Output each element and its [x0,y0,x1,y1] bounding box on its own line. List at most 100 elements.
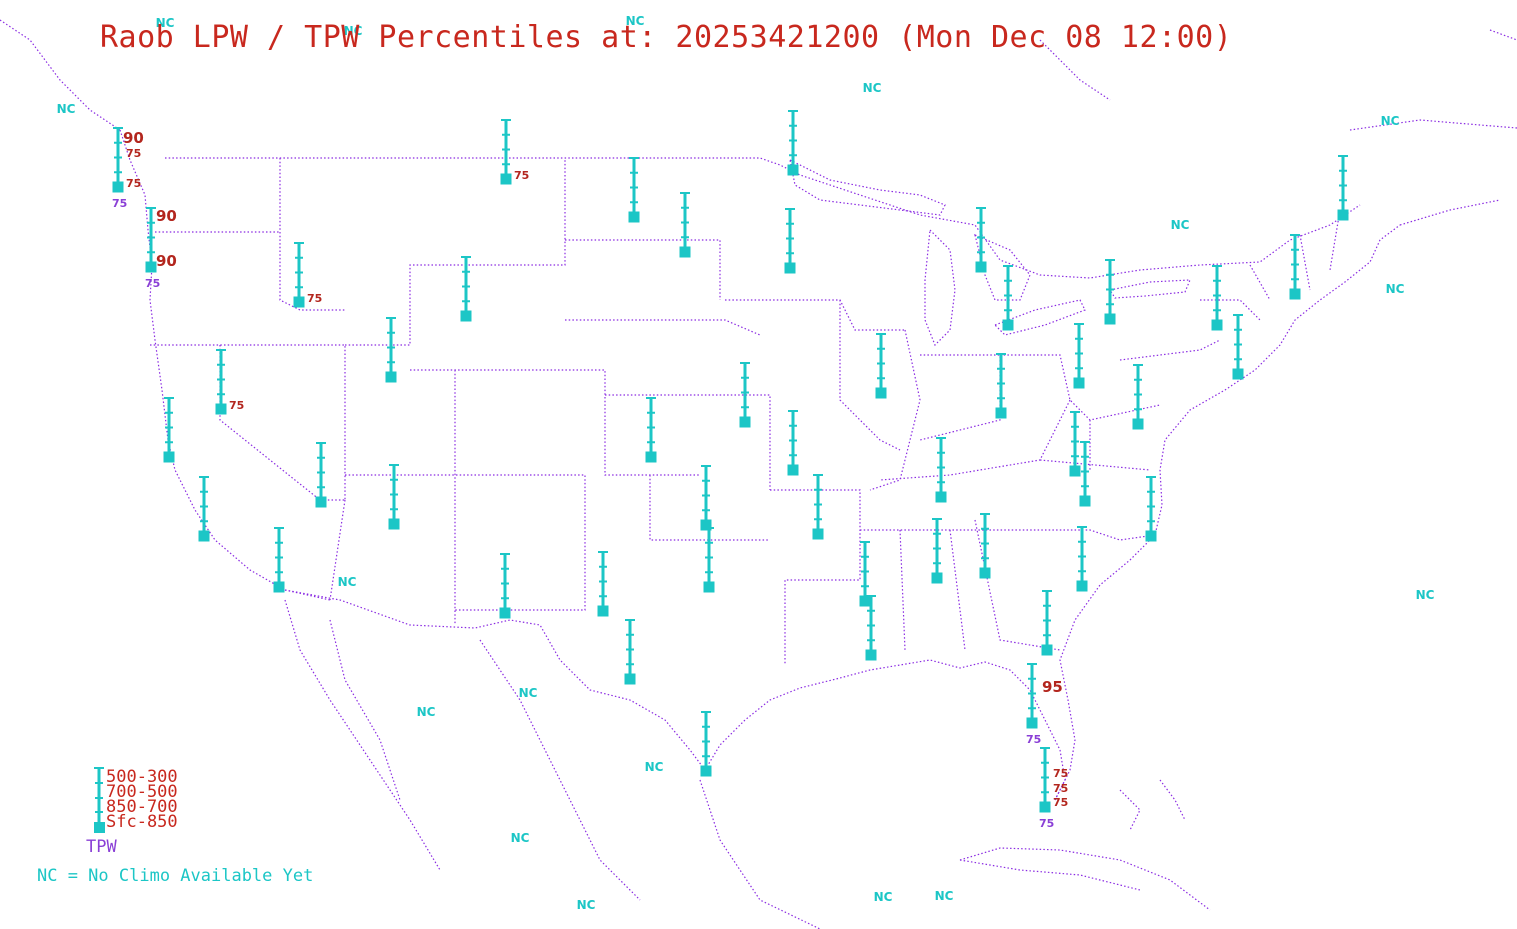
station-base-square [1132,418,1144,430]
station-sounding [935,437,947,503]
station-sounding [385,317,397,383]
station-base-square [865,649,877,661]
station-sounding [1104,259,1116,325]
station-sounding [645,397,657,463]
station-base-square [385,371,397,383]
station-base-square [1211,319,1223,331]
layer-percentile-label: 90 [156,252,177,270]
layer-percentile-label: 90 [156,207,177,225]
station-sounding [1039,747,1051,813]
chart-title: Raob LPW / TPW Percentiles at: 202534212… [100,20,1233,55]
layer-percentile-label: 75 [514,169,529,182]
station-base-square [1232,368,1244,380]
station-base-square [859,595,871,607]
station-base-square [163,451,175,463]
layer-percentile-label: 75 [229,399,244,412]
station-base-square [931,572,943,584]
mexico-interior [479,639,821,929]
station-base-square [995,407,1007,419]
station-base-square [1337,209,1349,221]
nc-label: NC [344,24,363,38]
nc-label: NC [1386,282,1405,296]
legend-layer-700-500: 700-500 [106,782,178,802]
station-sounding [1145,476,1157,542]
station-sounding [1337,155,1349,221]
station-sounding [388,464,400,530]
station-base-square [597,605,609,617]
station-sounding [995,353,1007,419]
station-base-square [293,296,305,308]
station-base-square [460,310,472,322]
station-base-square [628,211,640,223]
layer-percentile-label: 75 [307,292,322,305]
station-sounding [787,110,799,176]
layer-percentile-label: 75 [1053,767,1068,780]
baja-california [284,599,441,871]
station-sounding [145,207,157,273]
station-base-square [1002,319,1014,331]
nc-label: NC [935,889,954,903]
station-sounding [112,127,124,193]
station-sounding [700,711,712,777]
station-sounding [1041,590,1053,656]
station-base-square [1076,580,1088,592]
station-base-square [499,607,511,619]
lake-erie [993,299,1086,336]
station-sounding [1132,364,1144,430]
pacific-coast [119,129,331,601]
tpw-percentile-label: 75 [1039,817,1054,830]
station-base-square [215,403,227,415]
tpw-percentile-label: 75 [1026,733,1041,746]
legend-tpw-label: TPW [86,837,117,857]
station-sounding [628,157,640,223]
tpw-percentile-label: 75 [112,197,127,210]
station-sounding [739,362,751,428]
nc-label: NC [511,831,530,845]
station-sounding [215,349,227,415]
bahamas [1119,779,1186,831]
station-base-square [198,530,210,542]
station-base-square [739,416,751,428]
station-base-square [315,496,327,508]
station-sounding [460,256,472,322]
nc-label: NC [577,898,596,912]
station-sounding [700,465,712,531]
station-sounding [624,619,636,685]
layer-percentile-label: 75 [126,177,141,190]
legend-nc-note: NC = No Climo Available Yet [37,866,314,886]
station-sounding [1073,323,1085,389]
station-sounding [1232,314,1244,380]
station-base-square [388,518,400,530]
station-base-square [1073,377,1085,389]
station-sounding [703,527,715,593]
station-sounding [784,208,796,274]
layer-percentile-label: 75 [1053,796,1068,809]
station-base-square [975,261,987,273]
station-sounding [1069,411,1081,477]
station-base-square [624,673,636,685]
legend-layer-500-300: 500-300 [106,767,178,787]
station-sounding [293,242,305,308]
lake-ontario [1109,279,1191,299]
geographic-borders [0,19,1517,929]
mexico-border [284,589,706,771]
layer-percentile-label: 75 [1053,782,1068,795]
station-base-square [784,262,796,274]
station-sounding [679,192,691,258]
layer-percentile-label: 75 [126,147,141,160]
station-base-square [500,173,512,185]
station-sounding [597,551,609,617]
station-base-square [700,519,712,531]
station-sounding [315,442,327,508]
layer-percentile-label: 95 [1042,678,1063,696]
station-base-square [1289,288,1301,300]
lake-michigan [924,228,956,347]
nc-label: NC [156,16,175,30]
nc-label: NC [338,575,357,589]
layer-percentile-label: 90 [123,129,144,147]
station-sounding [499,553,511,619]
station-sounding [1076,526,1088,592]
nc-label: NC [863,81,882,95]
